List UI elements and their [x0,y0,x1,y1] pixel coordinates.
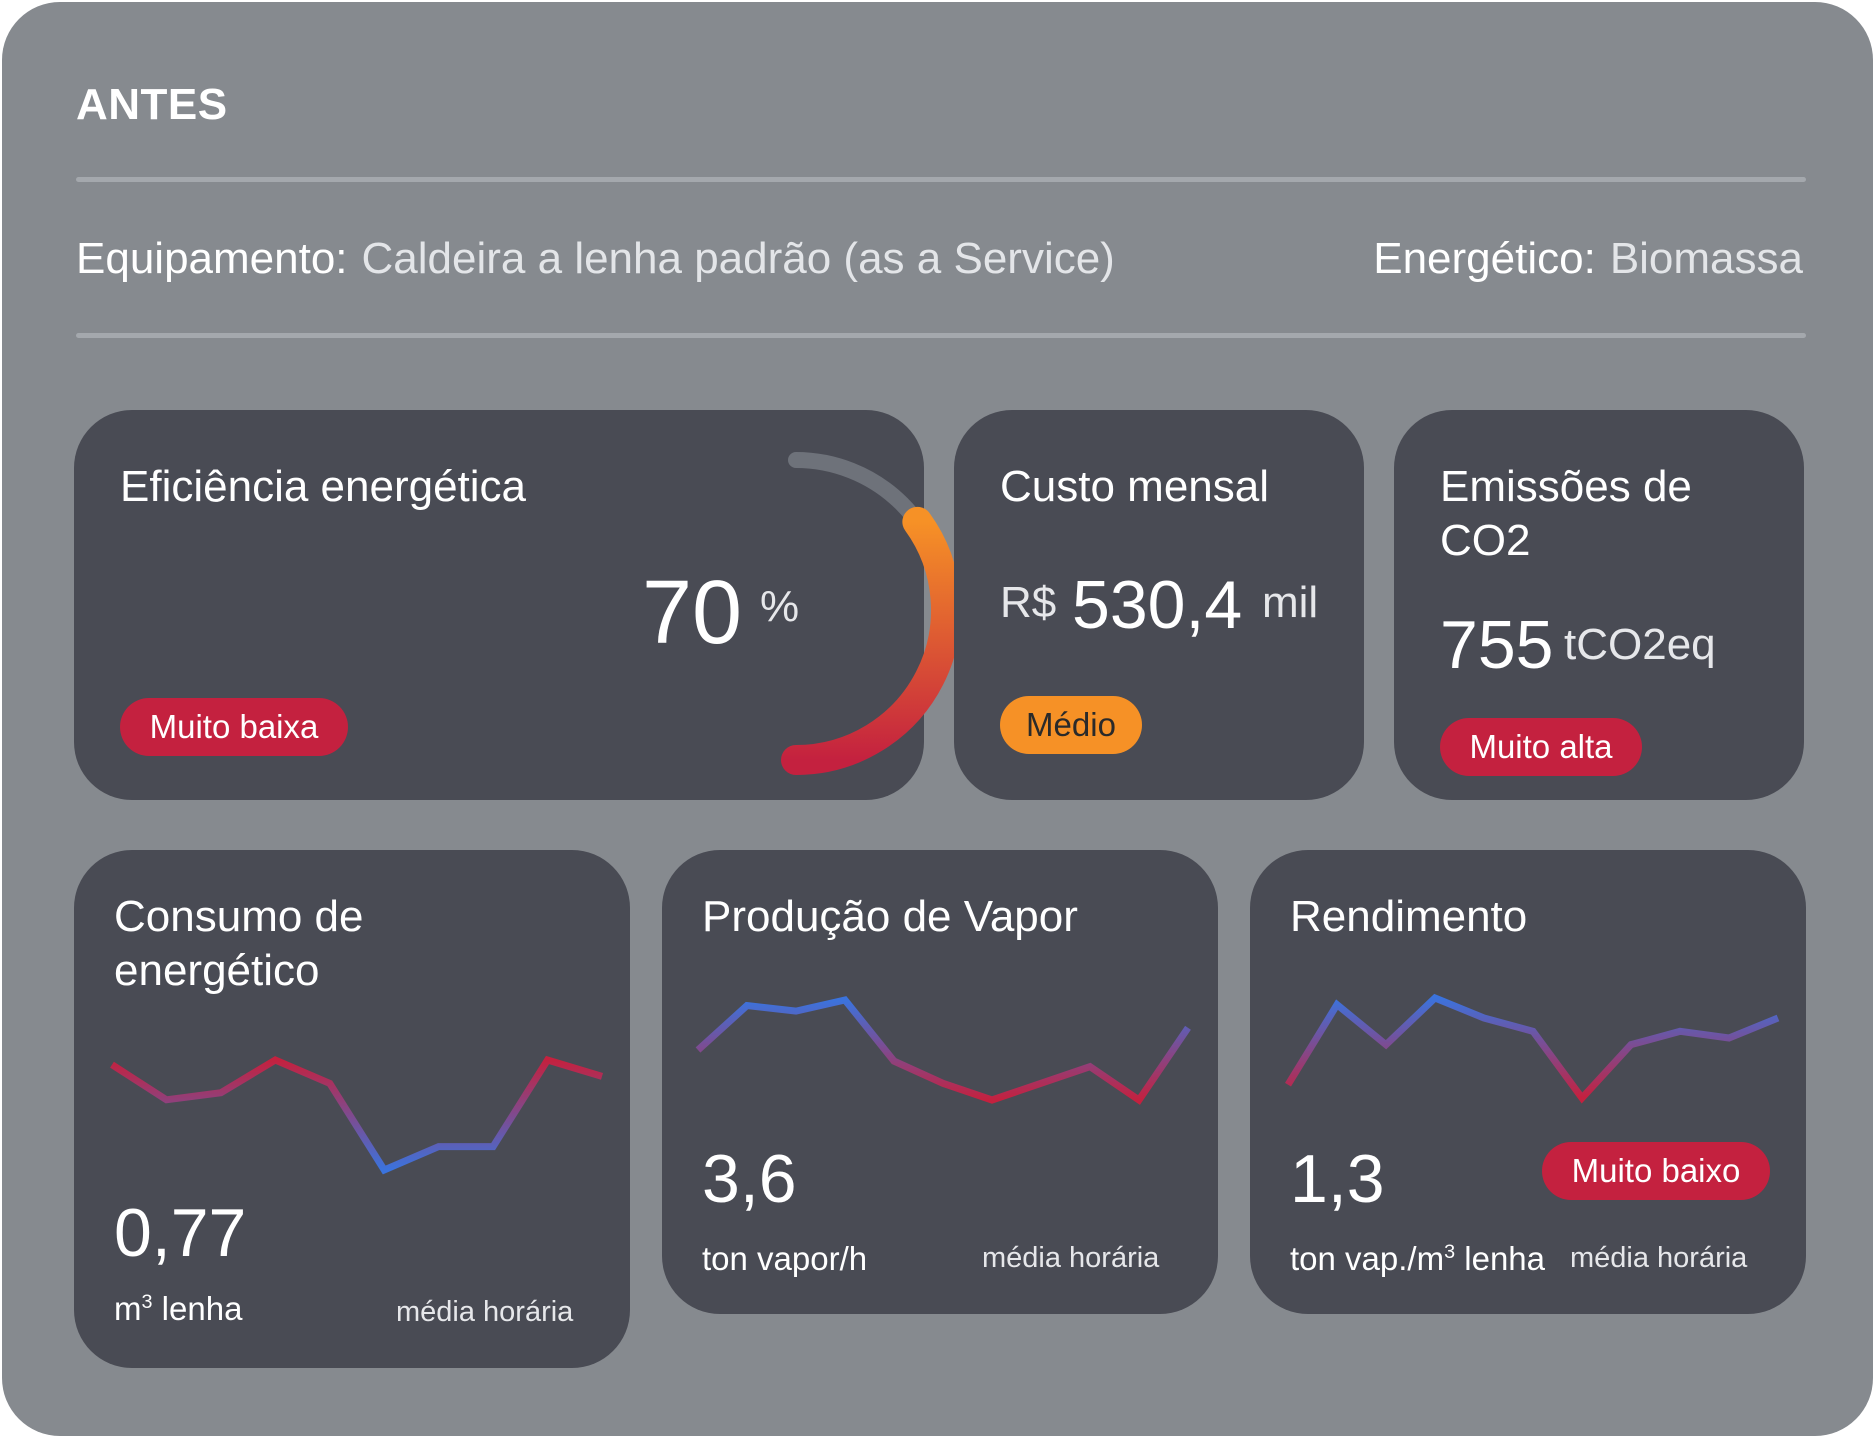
cost-unit: mil [1262,578,1319,627]
section-heading: ANTES [76,80,228,129]
efficiency-title: Eficiência energética [120,462,527,511]
yield-unit: ton vap./m3 lenha [1290,1240,1546,1277]
cost-value: 530,4 [1072,567,1243,643]
efficiency-status-badge: Muito baixa [120,698,348,756]
energy-source-label: Energético: [1373,234,1596,283]
emissions-title: Emissões de CO2 [1440,460,1692,568]
efficiency-gauge [781,452,961,775]
spark-steam-line [695,996,1191,1105]
consumption-sparkline [110,1055,604,1175]
yield-sparkline [1285,993,1780,1104]
efficiency-value: 70 [642,563,743,663]
consumption-card: Consumo de energético 0,77 m3 lenha médi… [74,850,630,1368]
emissions-title-line1: Emissões de [1440,462,1692,511]
spark-consumption-line [110,1055,604,1175]
emissions-title-line2: CO2 [1440,516,1531,565]
gauge-track [788,452,954,768]
consumption-unit: m3 lenha [114,1290,243,1327]
yield-card: Rendimento 1,3 Muito baixo ton vap./m3 l… [1250,850,1806,1314]
steam-card: Produção de Vapor 3,6 ton vapor/h média … [662,850,1218,1314]
efficiency-card: Eficiência energética 70 % Muito baixa [74,410,961,800]
equipment-value: Caldeira a lenha padrão (as a Service) [361,234,1115,283]
consumption-title-line2: energético [114,946,320,995]
cost-status-badge: Médio [1000,696,1142,754]
emissions-unit: tCO2eq [1564,620,1716,669]
yield-status-badge: Muito baixo [1542,1142,1770,1200]
gauge-fill [781,506,961,775]
efficiency-unit: % [760,582,800,631]
cost-card: Custo mensal R$ 530,4 mil Médio [954,410,1364,800]
consumption-note: média horária [396,1296,574,1328]
emissions-status-badge: Muito alta [1440,718,1642,776]
yield-value: 1,3 [1290,1141,1385,1217]
cost-currency: R$ [1000,578,1057,627]
spark-yield-line [1285,993,1780,1104]
steam-title: Produção de Vapor [702,892,1078,941]
steam-unit: ton vapor/h [702,1240,868,1277]
yield-title: Rendimento [1290,892,1528,941]
emissions-value: 755 [1440,607,1554,683]
cost-title: Custo mensal [1000,462,1270,511]
emissions-card: Emissões de CO2 755 tCO2eq Muito alta [1394,410,1804,800]
equipment-label: Equipamento: [76,234,348,283]
top-divider [76,177,1806,182]
consumption-title: Consumo de energético [114,890,363,998]
bottom-divider [76,333,1806,338]
energy-source-info: Energético: Biomassa [1373,234,1803,284]
consumption-title-line1: Consumo de [114,892,364,941]
consumption-value: 0,77 [114,1195,247,1271]
steam-note: média horária [982,1242,1160,1274]
yield-note: média horária [1570,1242,1748,1274]
steam-sparkline [695,996,1191,1105]
energy-source-value: Biomassa [1609,234,1803,283]
steam-value: 3,6 [702,1141,797,1217]
equipment-info: Equipamento: Caldeira a lenha padrão (as … [76,234,1115,284]
